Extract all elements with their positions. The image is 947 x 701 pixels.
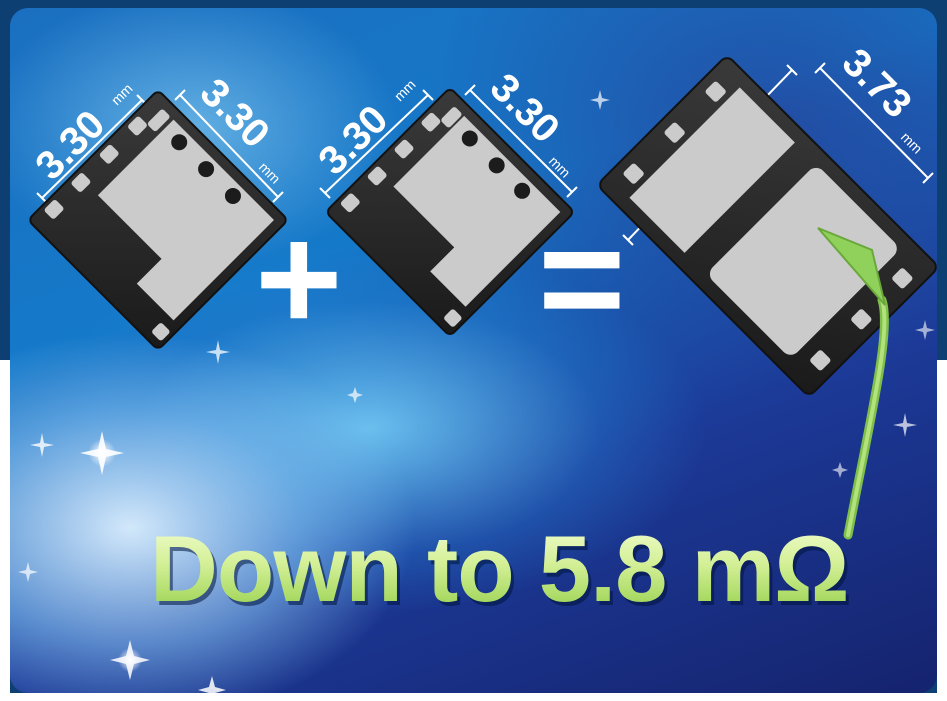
border-left bbox=[0, 0, 10, 360]
package-2-group: 3.30 mm 3.30 mm bbox=[310, 65, 578, 335]
package-3-group: 6.0 mm 3.73 mm bbox=[599, 40, 937, 395]
headline-shadow: Down to 5.8 mΩ bbox=[153, 519, 853, 627]
sparkle-decorations bbox=[18, 90, 935, 701]
package-1-group: 3.30 mm 3.30 mm bbox=[27, 70, 287, 349]
package-2-width-unit: mm bbox=[391, 76, 419, 104]
package-2-chip bbox=[327, 89, 573, 335]
headline-text: Down to 5.8 mΩ bbox=[150, 516, 850, 621]
border-lower-left bbox=[0, 360, 10, 701]
border-right bbox=[937, 0, 947, 360]
border-lower-right bbox=[937, 360, 947, 701]
plus-sign: + bbox=[255, 194, 343, 362]
green-arrow-icon bbox=[817, 227, 889, 540]
package-3-length-label: 3.73 bbox=[834, 40, 920, 126]
border-bottom bbox=[0, 693, 947, 701]
package-1-chip bbox=[29, 91, 287, 349]
package-2-length-unit: mm bbox=[546, 153, 574, 181]
equals-sign: = bbox=[538, 194, 626, 362]
border-top bbox=[0, 0, 947, 8]
package-1-length-unit: mm bbox=[256, 159, 284, 187]
package-1-width-unit: mm bbox=[108, 80, 136, 108]
package-3-chip bbox=[599, 57, 937, 395]
